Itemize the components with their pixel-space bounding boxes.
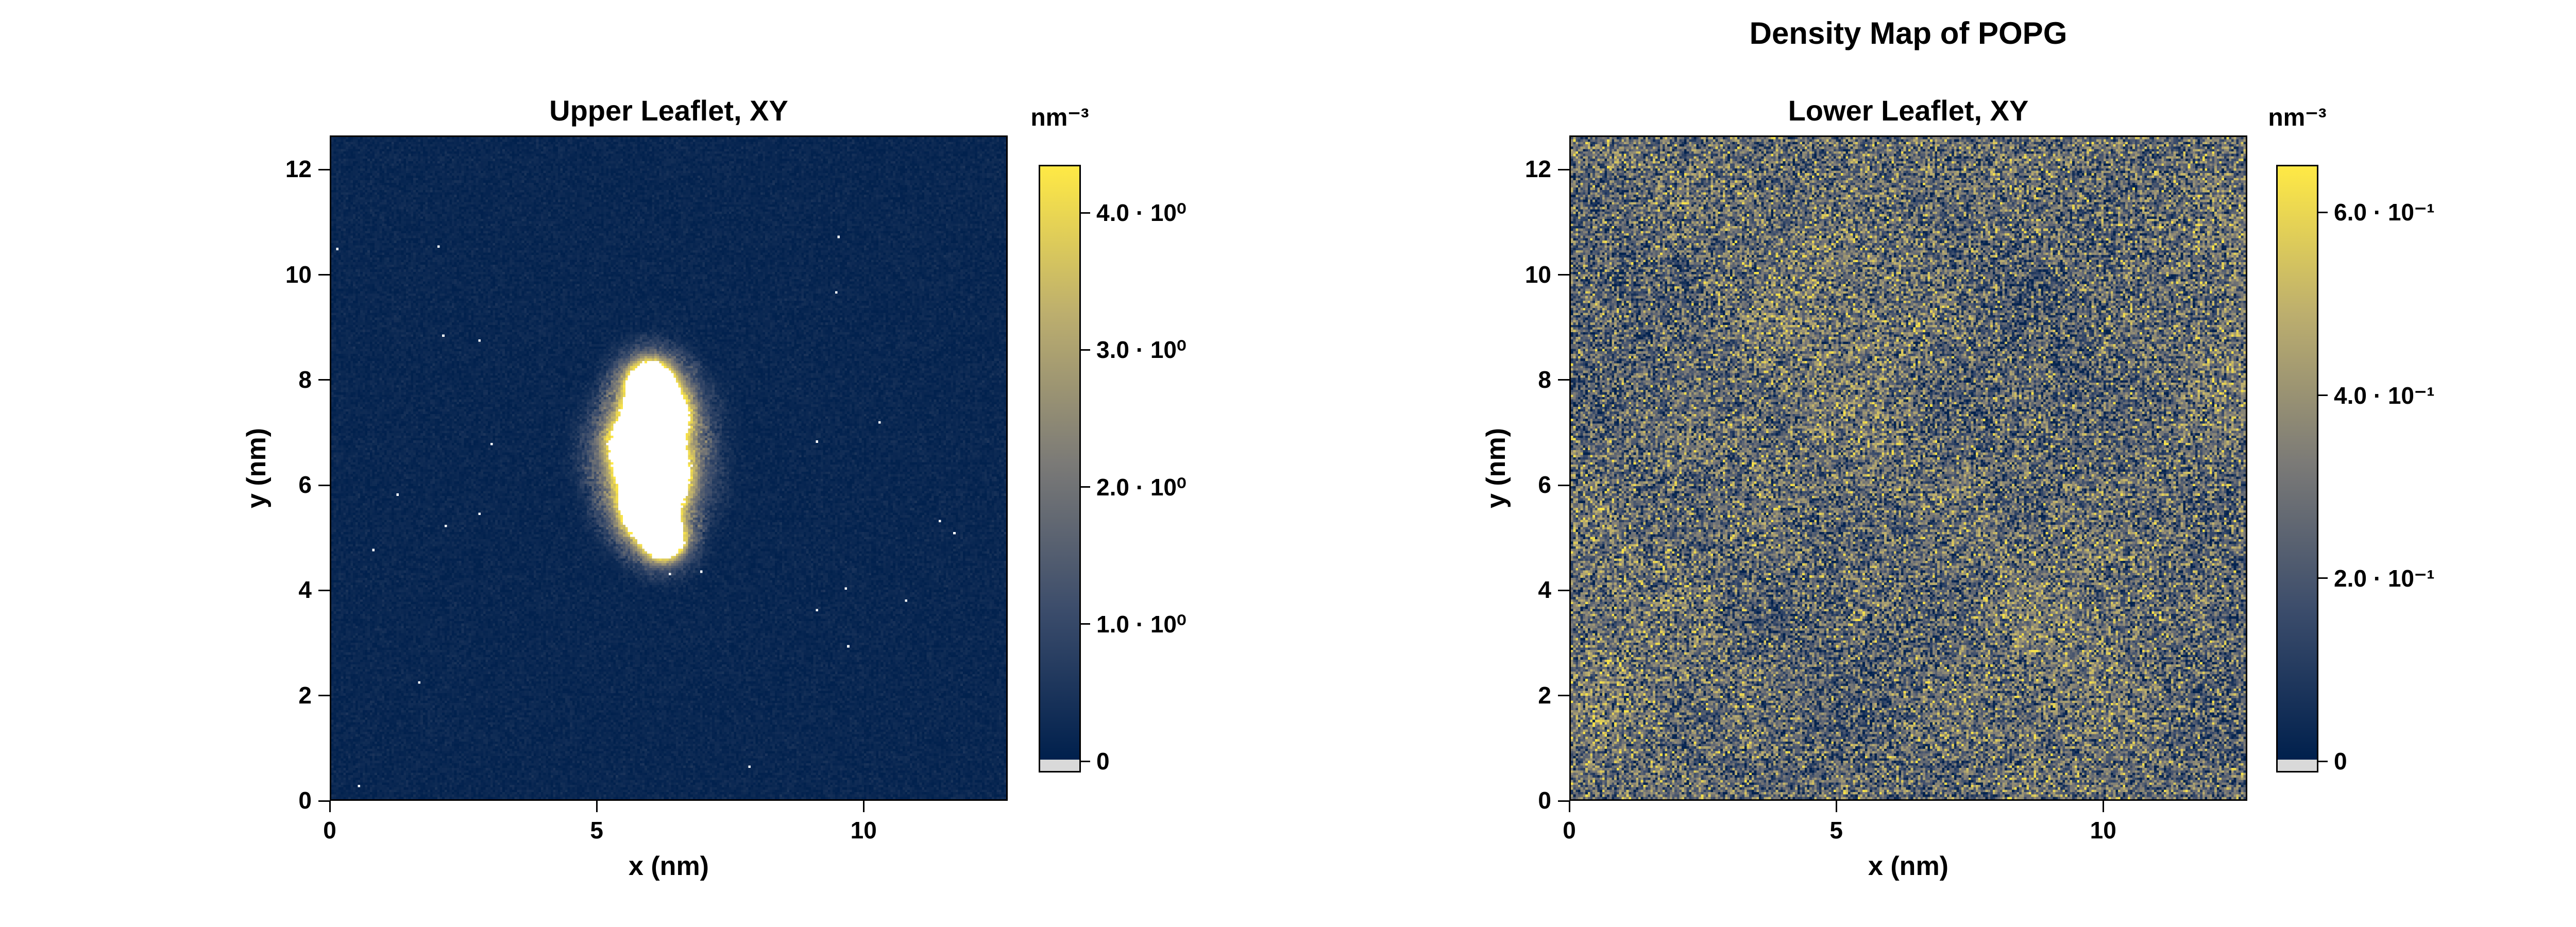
y-tick-label: 0: [1538, 787, 1551, 814]
colorbar-tick: [2318, 760, 2328, 762]
x-tick-label: 0: [1563, 817, 1576, 844]
y-tick: [1558, 168, 1569, 170]
y-tick-label: 8: [1538, 366, 1551, 393]
colorbar-tick: [2318, 211, 2328, 213]
y-tick: [1558, 589, 1569, 591]
y-tick-label: 4: [298, 576, 312, 604]
x-tick: [596, 801, 598, 812]
figure-title: Density Map of POPG: [1749, 16, 2067, 50]
colorbar-unit-lower: nm⁻³: [2268, 104, 2327, 131]
x-tick: [1835, 801, 1837, 812]
colorbar-lower: [2276, 165, 2318, 772]
x-tick: [2102, 801, 2104, 812]
heatmap-upper-leaflet: [330, 135, 1008, 801]
colorbar-tick: [1081, 349, 1090, 351]
x-axis-label-upper: x (nm): [629, 851, 709, 881]
colorbar-tick: [2318, 577, 2328, 579]
x-tick-label: 5: [1829, 817, 1843, 844]
x-tick-label: 0: [323, 817, 336, 844]
y-tick: [1558, 484, 1569, 486]
y-tick: [318, 800, 330, 802]
colorbar-tick-label: 2.0 · 10⁰: [1096, 473, 1187, 501]
y-tick: [1558, 800, 1569, 802]
y-tick: [318, 484, 330, 486]
y-tick-label: 10: [285, 261, 312, 288]
colorbar-unit-upper: nm⁻³: [1030, 104, 1089, 131]
y-tick-label: 12: [1524, 156, 1551, 183]
y-tick-label: 6: [298, 471, 312, 499]
x-tick: [862, 801, 865, 812]
colorbar-tick-label: 1.0 · 10⁰: [1096, 610, 1187, 638]
colorbar-tick-label: 4.0 · 10⁻¹: [2334, 382, 2435, 409]
x-tick-label: 5: [590, 817, 603, 844]
colorbar-tick-label: 6.0 · 10⁻¹: [2334, 199, 2435, 226]
colorbar-gradient-lower: [2278, 166, 2317, 760]
x-axis-label-lower: x (nm): [1868, 851, 1948, 881]
y-tick-label: 10: [1524, 261, 1551, 288]
x-tick-label: 10: [850, 817, 877, 844]
y-tick: [1558, 379, 1569, 381]
y-tick: [318, 695, 330, 697]
heatmap-canvas-lower: [1571, 137, 2246, 799]
y-tick-label: 6: [1538, 471, 1551, 499]
heatmap-canvas-upper: [331, 137, 1006, 799]
y-tick: [318, 168, 330, 170]
panel-title-upper-leaflet: Upper Leaflet, XY: [549, 94, 788, 127]
colorbar-upper: [1039, 165, 1081, 772]
y-tick: [1558, 695, 1569, 697]
colorbar-tick: [1081, 486, 1090, 488]
x-tick: [1568, 801, 1570, 812]
y-tick: [1558, 274, 1569, 276]
colorbar-tick-label: 2.0 · 10⁻¹: [2334, 564, 2435, 592]
colorbar-tick-label: 0: [2334, 748, 2347, 775]
colorbar-underflow-lower: [2278, 760, 2317, 771]
x-tick: [329, 801, 331, 812]
panel-title-lower-leaflet: Lower Leaflet, XY: [1788, 94, 2029, 127]
colorbar-tick: [2318, 394, 2328, 397]
y-tick-label: 8: [298, 366, 312, 393]
y-tick: [318, 379, 330, 381]
colorbar-tick: [1081, 212, 1090, 214]
y-tick-label: 2: [1538, 681, 1551, 709]
y-axis-label-lower: y (nm): [1481, 428, 1511, 508]
y-tick: [318, 589, 330, 591]
x-tick-label: 10: [2090, 817, 2116, 844]
colorbar-gradient-upper: [1040, 166, 1079, 760]
y-tick-label: 2: [298, 681, 312, 709]
y-axis-label-upper: y (nm): [242, 428, 272, 508]
y-tick-label: 0: [298, 787, 312, 814]
colorbar-underflow-upper: [1040, 760, 1079, 771]
y-tick: [318, 274, 330, 276]
y-tick-label: 4: [1538, 576, 1551, 604]
colorbar-tick-label: 4.0 · 10⁰: [1096, 199, 1187, 227]
heatmap-lower-leaflet: [1569, 135, 2247, 801]
y-tick-label: 12: [285, 156, 312, 183]
colorbar-tick: [1081, 623, 1090, 625]
colorbar-tick: [1081, 760, 1090, 762]
colorbar-tick-label: 3.0 · 10⁰: [1096, 336, 1187, 364]
colorbar-tick-label: 0: [1096, 748, 1110, 775]
